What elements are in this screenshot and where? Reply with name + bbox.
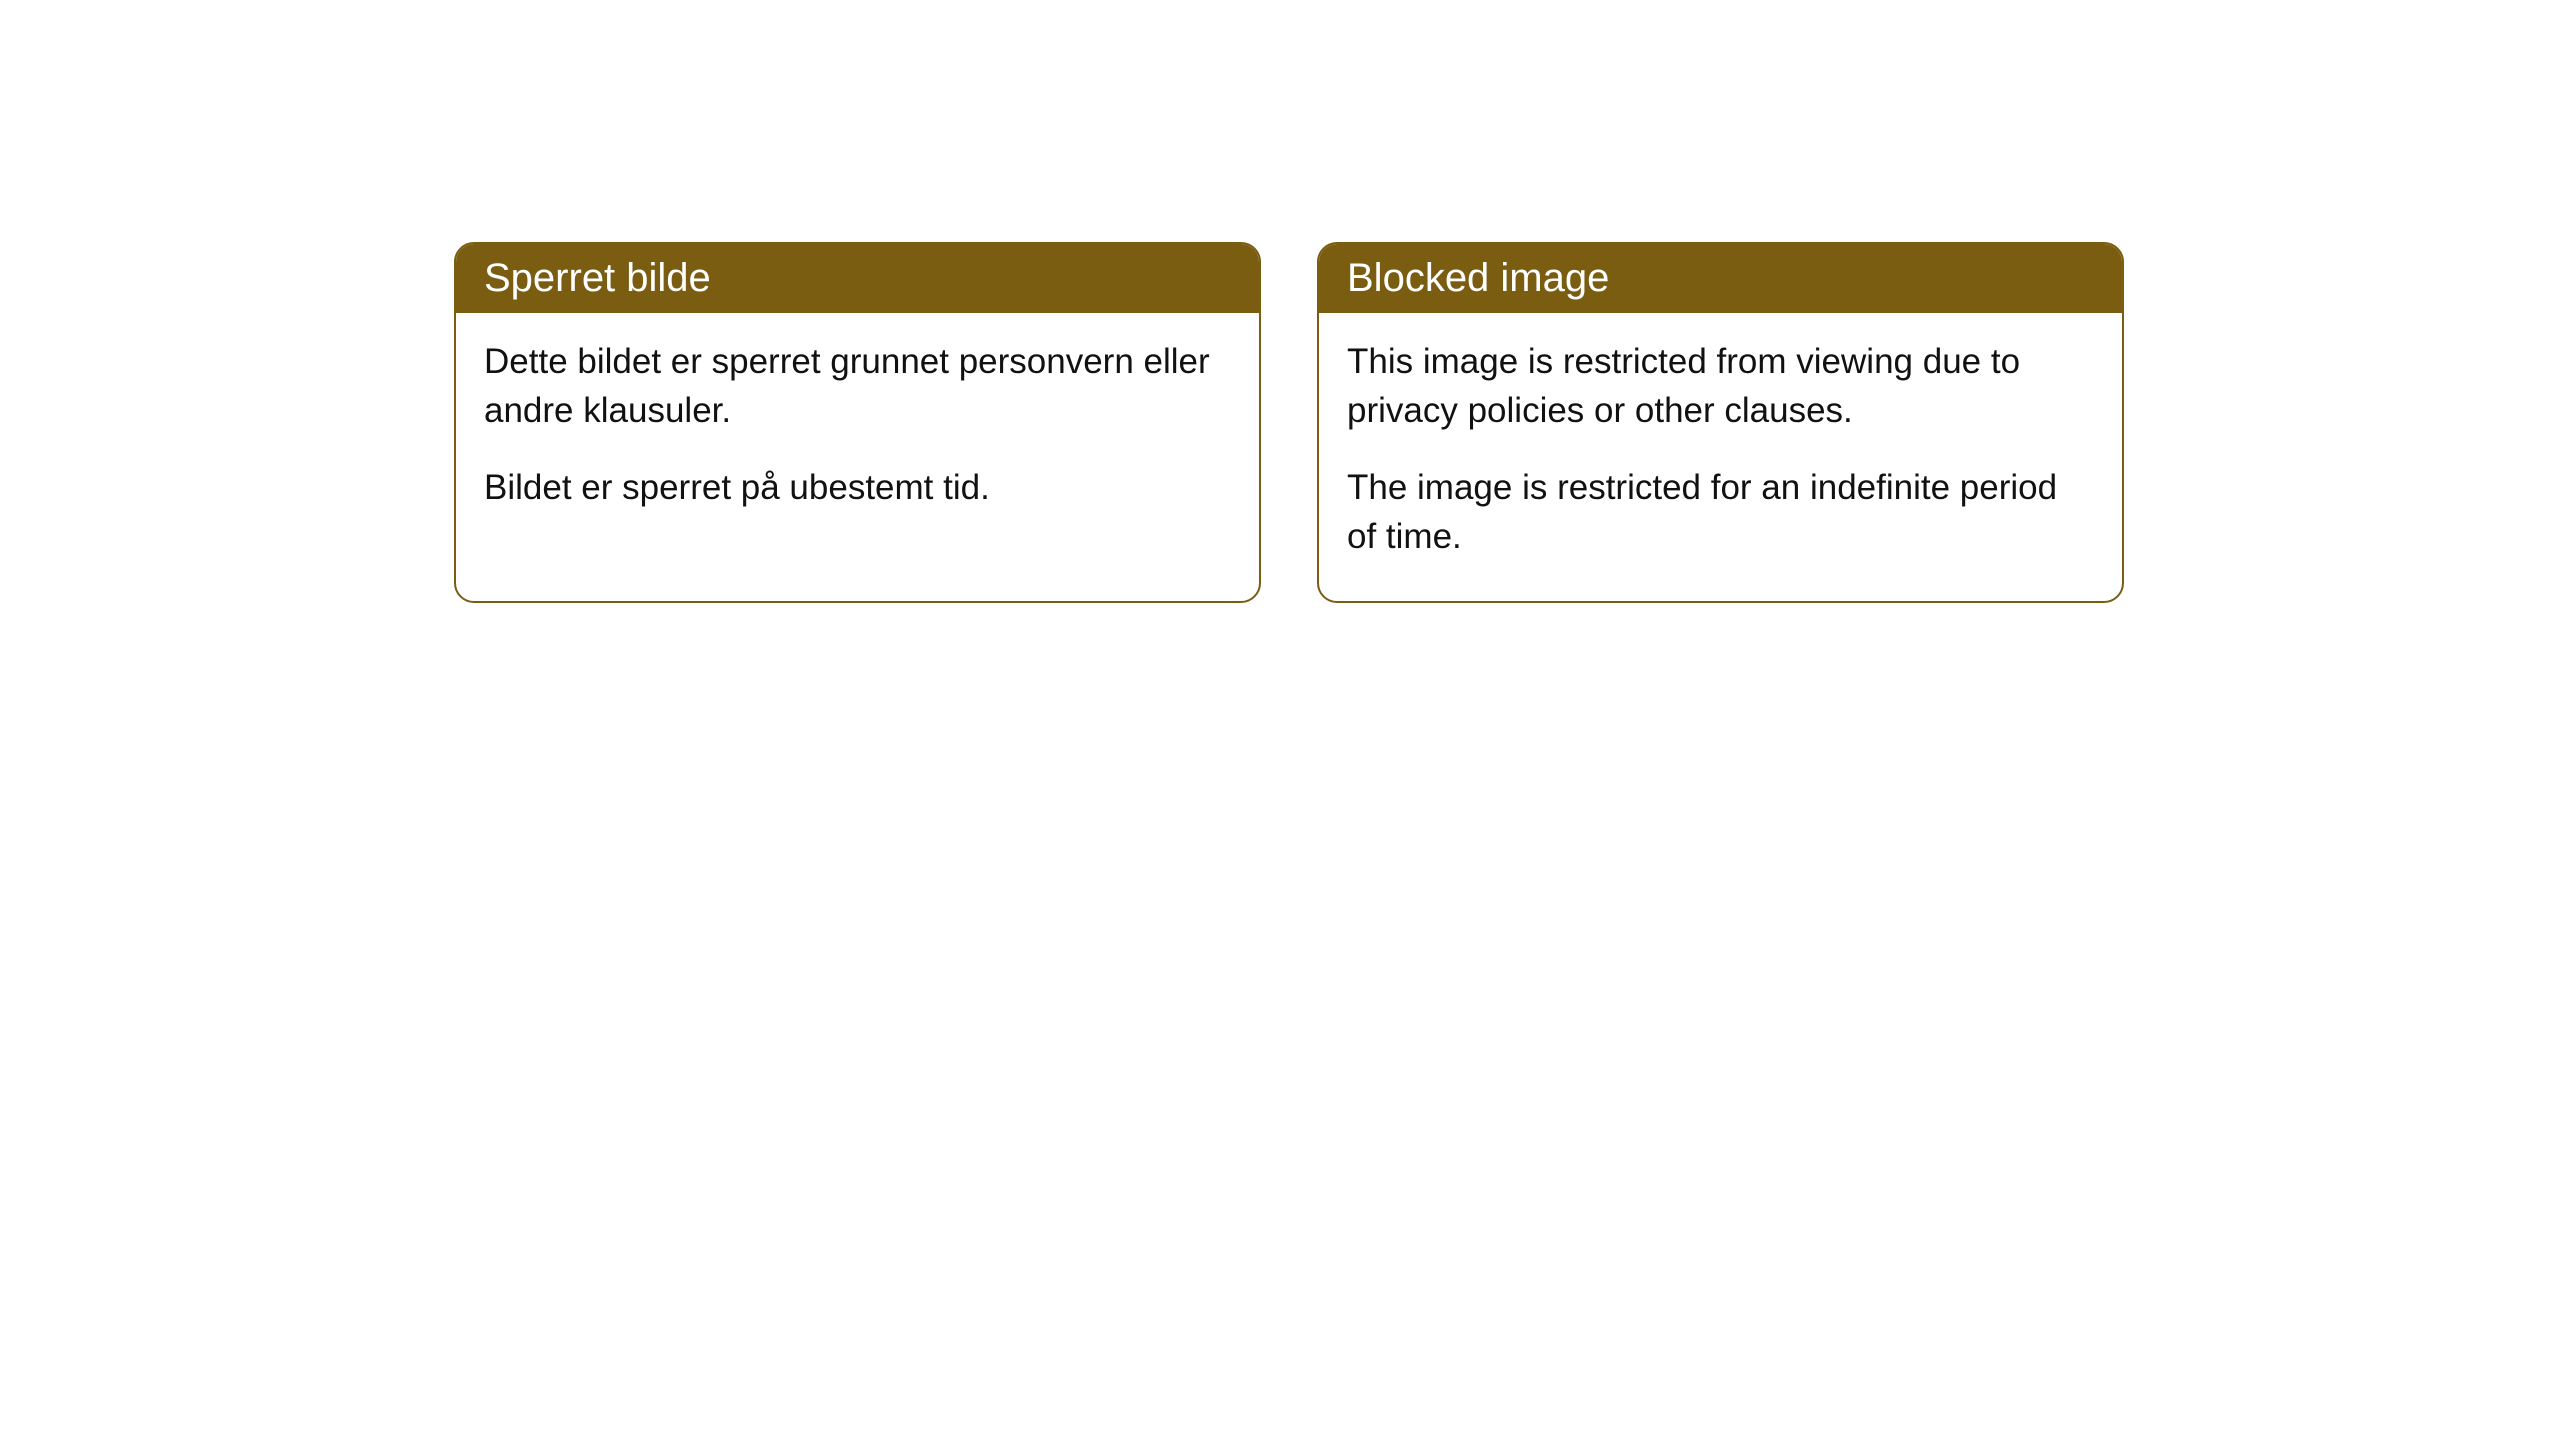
- card-body-no: Dette bildet er sperret grunnet personve…: [456, 313, 1259, 552]
- blocked-image-card-en: Blocked image This image is restricted f…: [1317, 242, 2124, 603]
- card-header-en: Blocked image: [1319, 244, 2122, 313]
- card-body-en: This image is restricted from viewing du…: [1319, 313, 2122, 601]
- card-paragraph-2-en: The image is restricted for an indefinit…: [1347, 463, 2094, 561]
- card-paragraph-1-no: Dette bildet er sperret grunnet personve…: [484, 337, 1231, 435]
- card-paragraph-1-en: This image is restricted from viewing du…: [1347, 337, 2094, 435]
- blocked-image-card-no: Sperret bilde Dette bildet er sperret gr…: [454, 242, 1261, 603]
- card-paragraph-2-no: Bildet er sperret på ubestemt tid.: [484, 463, 1231, 512]
- card-header-no: Sperret bilde: [456, 244, 1259, 313]
- cards-container: Sperret bilde Dette bildet er sperret gr…: [454, 242, 2124, 603]
